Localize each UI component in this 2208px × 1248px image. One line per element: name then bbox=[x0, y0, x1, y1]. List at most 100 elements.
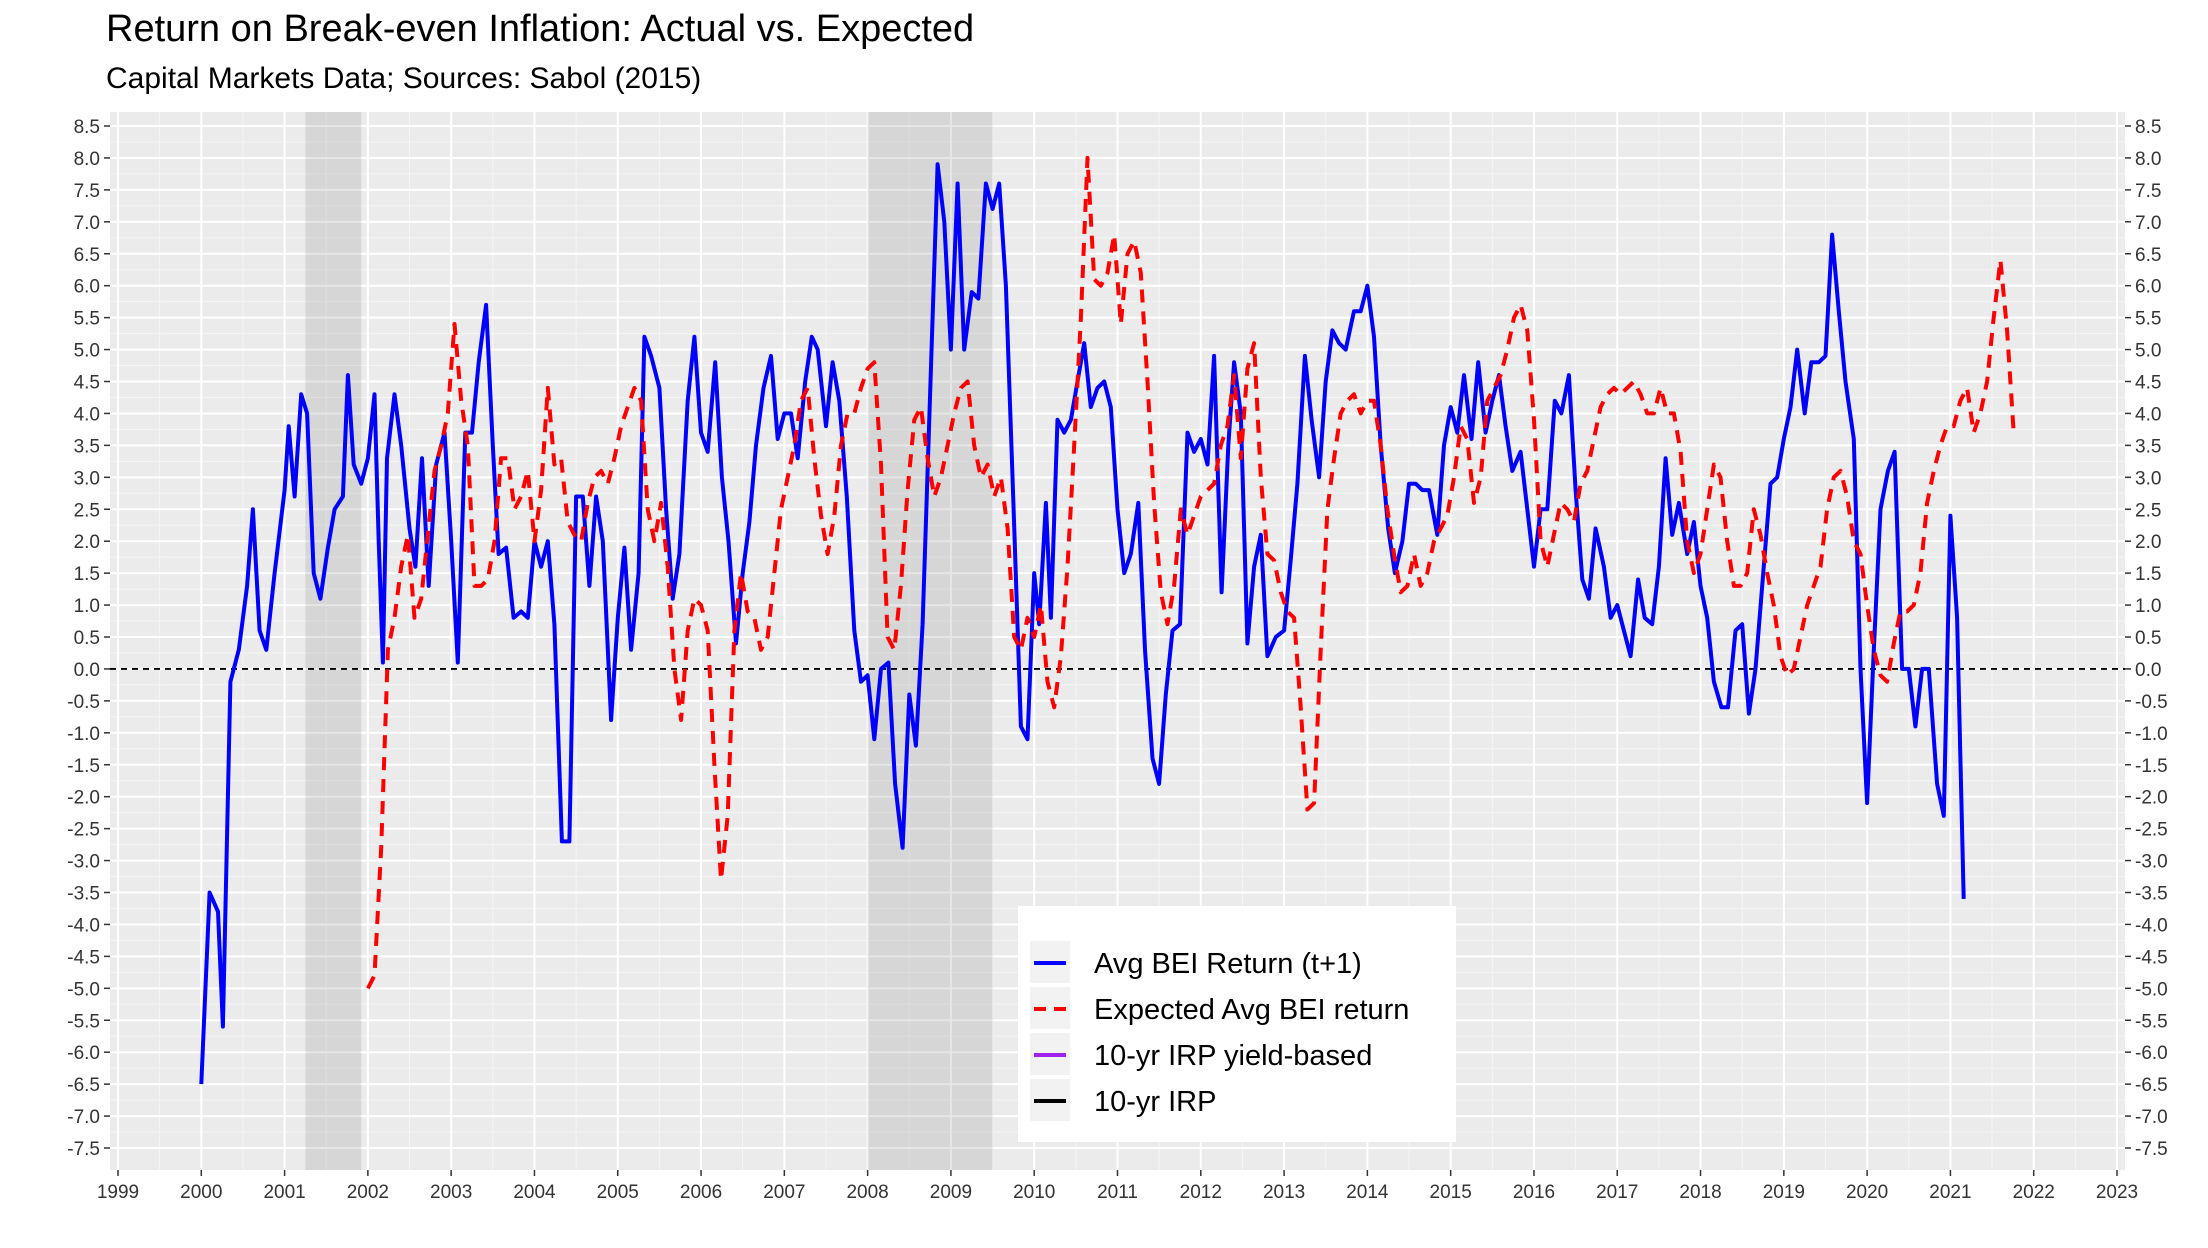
y-tick-label-left: -7.5 bbox=[67, 1139, 100, 1160]
x-tick-label: 2021 bbox=[1929, 1182, 1971, 1203]
x-tick-label: 2023 bbox=[2096, 1182, 2138, 1203]
y-tick-label-right: -4.5 bbox=[2135, 947, 2168, 968]
x-tick-label: 2003 bbox=[430, 1182, 472, 1203]
y-tick-label-right: 7.5 bbox=[2135, 181, 2161, 202]
x-tick-label: 2000 bbox=[180, 1182, 222, 1203]
chart-title: Return on Break-even Inflation: Actual v… bbox=[106, 8, 975, 50]
y-tick-label-left: -5.0 bbox=[67, 979, 100, 1000]
axes: 8.5 8.5 8.0 8.0 7.5 7.5 7.0 7.0 6.5 6.5 6.0 6.0 5.5 5… bbox=[67, 117, 2168, 1203]
y-tick-label-left: 2.0 bbox=[74, 532, 100, 553]
y-tick-label-right: -2.5 bbox=[2135, 820, 2168, 841]
y-tick-label-left: 4.5 bbox=[74, 373, 100, 394]
recession-band bbox=[867, 112, 993, 1170]
legend-box bbox=[1018, 906, 1456, 1142]
y-tick-label-right: -3.5 bbox=[2135, 884, 2168, 905]
x-tick-label: 2016 bbox=[1513, 1182, 1555, 1203]
y-tick-label-left: -4.0 bbox=[67, 915, 100, 936]
y-tick-label-left: 3.0 bbox=[74, 468, 100, 489]
y-tick-label-right: 6.5 bbox=[2135, 245, 2161, 266]
y-tick-label-left: -4.5 bbox=[67, 947, 100, 968]
y-tick-label-left: -6.5 bbox=[67, 1075, 100, 1096]
y-tick-label-right: 2.5 bbox=[2135, 500, 2161, 521]
y-tick-label-right: 2.0 bbox=[2135, 532, 2161, 553]
y-tick-label-left: 3.5 bbox=[74, 436, 100, 457]
y-tick-label-right: -6.5 bbox=[2135, 1075, 2168, 1096]
x-tick-label: 2005 bbox=[597, 1182, 639, 1203]
y-tick-label-left: 7.5 bbox=[74, 181, 100, 202]
series-lines bbox=[199, 155, 2016, 1085]
y-tick-label-left: -3.5 bbox=[67, 884, 100, 905]
y-tick-label-left: 2.5 bbox=[74, 500, 100, 521]
x-tick-label: 2014 bbox=[1346, 1182, 1389, 1203]
y-tick-label-right: 5.0 bbox=[2135, 341, 2161, 362]
x-tick-label: 1999 bbox=[97, 1182, 139, 1203]
y-tick-label-left: 1.0 bbox=[74, 596, 100, 617]
y-tick-label-right: -0.5 bbox=[2135, 692, 2168, 713]
y-tick-label-left: -2.0 bbox=[67, 788, 100, 809]
y-tick-label-right: 7.0 bbox=[2135, 213, 2161, 234]
y-tick-label-left: 5.0 bbox=[74, 341, 100, 362]
y-tick-label-left: 4.0 bbox=[74, 404, 100, 425]
y-tick-label-left: -1.0 bbox=[67, 724, 100, 745]
chart-subtitle: Capital Markets Data; Sources: Sabol (20… bbox=[106, 62, 702, 95]
y-tick-label-right: -2.0 bbox=[2135, 788, 2168, 809]
y-tick-label-right: 1.5 bbox=[2135, 564, 2161, 585]
y-tick-label-right: -3.0 bbox=[2135, 852, 2168, 873]
y-tick-label-left: 8.0 bbox=[74, 149, 100, 170]
y-tick-label-left: -5.5 bbox=[67, 1011, 100, 1032]
y-tick-label-left: 6.5 bbox=[74, 245, 100, 266]
x-tick-label: 2013 bbox=[1263, 1182, 1305, 1203]
y-tick-label-left: 7.0 bbox=[74, 213, 100, 234]
y-tick-label-right: -7.5 bbox=[2135, 1139, 2168, 1160]
y-tick-label-left: 0.0 bbox=[74, 660, 100, 681]
y-tick-label-right: 8.0 bbox=[2135, 149, 2161, 170]
y-tick-label-right: -1.5 bbox=[2135, 756, 2168, 777]
x-tick-label: 2010 bbox=[1013, 1182, 1055, 1203]
y-tick-label-right: 1.0 bbox=[2135, 596, 2161, 617]
y-tick-label-right: -5.0 bbox=[2135, 979, 2168, 1000]
legend-label: 10-yr IRP yield-based bbox=[1094, 1040, 1372, 1072]
y-tick-label-left: -0.5 bbox=[67, 692, 100, 713]
x-tick-label: 2007 bbox=[763, 1182, 805, 1203]
recession-band bbox=[305, 112, 362, 1170]
x-tick-label: 2011 bbox=[1097, 1182, 1138, 1203]
y-tick-label-left: 8.5 bbox=[74, 117, 100, 138]
x-tick-label: 2009 bbox=[930, 1182, 972, 1203]
y-tick-label-right: -4.0 bbox=[2135, 915, 2168, 936]
x-tick-label: 2006 bbox=[680, 1182, 722, 1203]
y-tick-label-left: -7.0 bbox=[67, 1107, 100, 1128]
y-tick-label-right: 5.5 bbox=[2135, 309, 2161, 330]
legend: Avg BEI Return (t+1) Expected Avg BEI ret… bbox=[1018, 906, 1456, 1142]
x-tick-label: 2012 bbox=[1180, 1182, 1222, 1203]
x-tick-label: 2008 bbox=[846, 1182, 888, 1203]
y-tick-label-right: -7.0 bbox=[2135, 1107, 2168, 1128]
y-tick-label-left: -2.5 bbox=[67, 820, 100, 841]
x-tick-label: 2022 bbox=[2013, 1182, 2055, 1203]
y-tick-label-right: -1.0 bbox=[2135, 724, 2168, 745]
y-tick-label-right: -5.5 bbox=[2135, 1011, 2168, 1032]
y-tick-label-left: 1.5 bbox=[74, 564, 100, 585]
x-tick-label: 2018 bbox=[1679, 1182, 1721, 1203]
y-tick-label-right: 0.0 bbox=[2135, 660, 2161, 681]
y-tick-label-left: -1.5 bbox=[67, 756, 100, 777]
x-tick-label: 2020 bbox=[1846, 1182, 1888, 1203]
series-line-expected-avg-bei-return bbox=[366, 155, 2016, 990]
y-tick-label-right: 3.5 bbox=[2135, 436, 2161, 457]
y-tick-label-right: -6.0 bbox=[2135, 1043, 2168, 1064]
y-tick-label-right: 4.0 bbox=[2135, 404, 2161, 425]
y-tick-label-left: -6.0 bbox=[67, 1043, 100, 1064]
y-tick-label-left: -3.0 bbox=[67, 852, 100, 873]
y-tick-label-right: 3.0 bbox=[2135, 468, 2161, 489]
x-tick-label: 2001 bbox=[263, 1182, 305, 1203]
x-tick-label: 2002 bbox=[347, 1182, 389, 1203]
y-tick-label-left: 0.5 bbox=[74, 628, 100, 649]
legend-label: Expected Avg BEI return bbox=[1094, 994, 1409, 1026]
y-tick-label-right: 4.5 bbox=[2135, 373, 2161, 394]
legend-label: Avg BEI Return (t+1) bbox=[1094, 948, 1362, 980]
y-tick-label-right: 8.5 bbox=[2135, 117, 2161, 138]
y-tick-label-left: 6.0 bbox=[74, 277, 100, 298]
y-tick-label-left: 5.5 bbox=[74, 309, 100, 330]
y-tick-label-right: 0.5 bbox=[2135, 628, 2161, 649]
x-tick-label: 2017 bbox=[1596, 1182, 1638, 1203]
